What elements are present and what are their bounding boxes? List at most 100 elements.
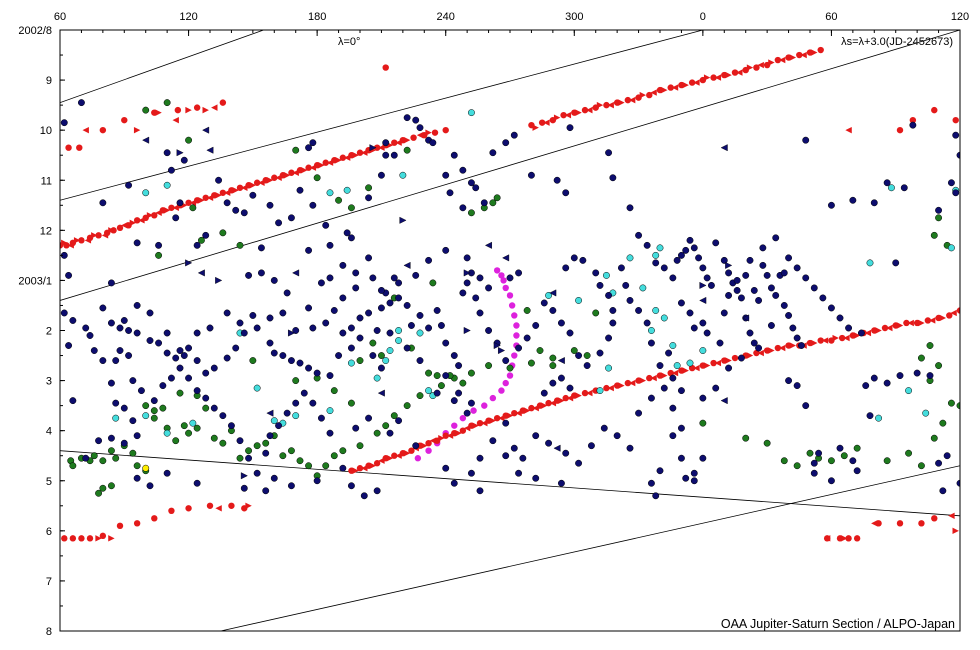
navy-dot-point bbox=[656, 467, 664, 475]
navy-dot-point bbox=[77, 99, 85, 107]
y-tick-label: 9 bbox=[46, 75, 52, 87]
navy-dot-point bbox=[150, 397, 158, 405]
navy-dot-point bbox=[313, 369, 321, 377]
navy-left-triangle-point bbox=[557, 357, 565, 365]
navy-dot-point bbox=[485, 327, 493, 334]
lambda0-line bbox=[60, 30, 703, 201]
red-right-triangle-point bbox=[438, 434, 445, 442]
red-dot-point bbox=[918, 520, 925, 527]
red-dot-point bbox=[931, 515, 938, 522]
red-left-triangle-point bbox=[543, 119, 550, 126]
navy-dot-point bbox=[669, 374, 677, 382]
lambda0-line bbox=[60, 30, 960, 301]
green-dot-point bbox=[262, 439, 270, 447]
navy-dot-point bbox=[827, 201, 835, 209]
green-dot-point bbox=[330, 387, 338, 395]
red-dot-point bbox=[253, 179, 261, 186]
red-left-triangle-point bbox=[778, 344, 786, 352]
cyan-dot-point bbox=[545, 291, 553, 299]
navy-dot-point bbox=[480, 199, 488, 207]
red-dot-point bbox=[99, 126, 107, 134]
navy-dot-point bbox=[240, 484, 248, 492]
green-dot-point bbox=[172, 437, 180, 445]
navy-dot-point bbox=[463, 254, 471, 262]
navy-dot-point bbox=[180, 156, 188, 164]
navy-dot-point bbox=[566, 384, 574, 392]
red-right-triangle-point bbox=[352, 152, 359, 159]
red-dot-point bbox=[408, 447, 415, 454]
x-tick-label: 60 bbox=[54, 11, 66, 23]
navy-dot-point bbox=[609, 174, 617, 182]
navy-dot-point bbox=[305, 304, 313, 312]
red-dot-point bbox=[206, 502, 214, 509]
navy-left-triangle-point bbox=[484, 241, 492, 249]
navy-dot-point bbox=[892, 259, 900, 267]
green-dot-point bbox=[107, 447, 115, 455]
red-dot-point bbox=[78, 535, 85, 542]
x-tick-label: 120 bbox=[179, 11, 197, 23]
navy-dot-point bbox=[262, 487, 270, 495]
red-dot-point bbox=[121, 116, 128, 124]
green-dot-point bbox=[155, 251, 163, 259]
magenta-dot-point bbox=[511, 352, 518, 359]
red-left-triangle-point bbox=[481, 419, 488, 427]
red-right-triangle-point bbox=[198, 197, 205, 204]
red-left-triangle-point bbox=[211, 104, 218, 111]
navy-right-triangle-point bbox=[498, 347, 506, 355]
navy-dot-point bbox=[146, 309, 154, 317]
navy-dot-point bbox=[785, 312, 793, 319]
navy-dot-point bbox=[755, 344, 763, 352]
navy-right-triangle-point bbox=[288, 329, 296, 337]
cyan-dot-point bbox=[602, 271, 610, 279]
navy-dot-point bbox=[515, 469, 523, 477]
red-right-triangle-point bbox=[352, 467, 359, 474]
red-dot-point bbox=[431, 129, 439, 136]
navy-dot-point bbox=[107, 319, 115, 327]
navy-dot-point bbox=[862, 382, 870, 390]
navy-dot-point bbox=[215, 176, 223, 184]
red-right-triangle-point bbox=[215, 192, 222, 199]
red-right-triangle-point bbox=[768, 347, 775, 354]
navy-dot-point bbox=[292, 399, 300, 407]
navy-dot-point bbox=[287, 482, 295, 490]
red-left-triangle-point bbox=[343, 154, 351, 161]
red-dot-point bbox=[845, 535, 852, 542]
credit-label: OAA Jupiter-Saturn Section / ALPO-Japan bbox=[721, 617, 955, 631]
navy-dot-point bbox=[845, 324, 853, 332]
green-dot-point bbox=[403, 402, 411, 410]
navy-dot-point bbox=[163, 149, 171, 157]
green-dot-point bbox=[763, 439, 771, 447]
navy-dot-point bbox=[686, 309, 694, 317]
red-right-triangle-point bbox=[163, 207, 171, 214]
red-dot-point bbox=[624, 379, 632, 387]
navy-dot-point bbox=[935, 459, 943, 467]
green-dot-point bbox=[369, 339, 377, 347]
navy-dot-point bbox=[275, 219, 283, 227]
navy-dot-point bbox=[827, 304, 835, 312]
red-left-triangle-point bbox=[693, 79, 700, 86]
green-dot-point bbox=[459, 379, 467, 387]
green-dot-point bbox=[107, 482, 115, 490]
navy-dot-point bbox=[450, 352, 458, 359]
red-right-triangle-point bbox=[853, 332, 861, 339]
red-right-triangle-point bbox=[682, 367, 689, 374]
navy-dot-point bbox=[870, 374, 878, 382]
red-dot-point bbox=[731, 69, 739, 76]
navy-dot-point bbox=[232, 344, 240, 352]
navy-dot-point bbox=[107, 279, 115, 287]
navy-dot-point bbox=[746, 256, 754, 264]
navy-dot-point bbox=[712, 384, 720, 392]
navy-dot-point bbox=[365, 194, 373, 202]
magenta-dot-point bbox=[470, 407, 477, 414]
y-tick-label: 3 bbox=[46, 376, 52, 388]
red-right-triangle-point bbox=[129, 219, 137, 227]
navy-dot-point bbox=[90, 347, 98, 354]
red-dot-point bbox=[667, 369, 674, 377]
navy-dot-point bbox=[270, 349, 278, 357]
navy-dot-point bbox=[65, 271, 73, 279]
navy-dot-point bbox=[163, 329, 171, 337]
navy-dot-point bbox=[176, 199, 184, 207]
magenta-dot-point bbox=[414, 455, 422, 462]
navy-dot-point bbox=[442, 246, 450, 254]
red-dot-point bbox=[76, 144, 83, 151]
